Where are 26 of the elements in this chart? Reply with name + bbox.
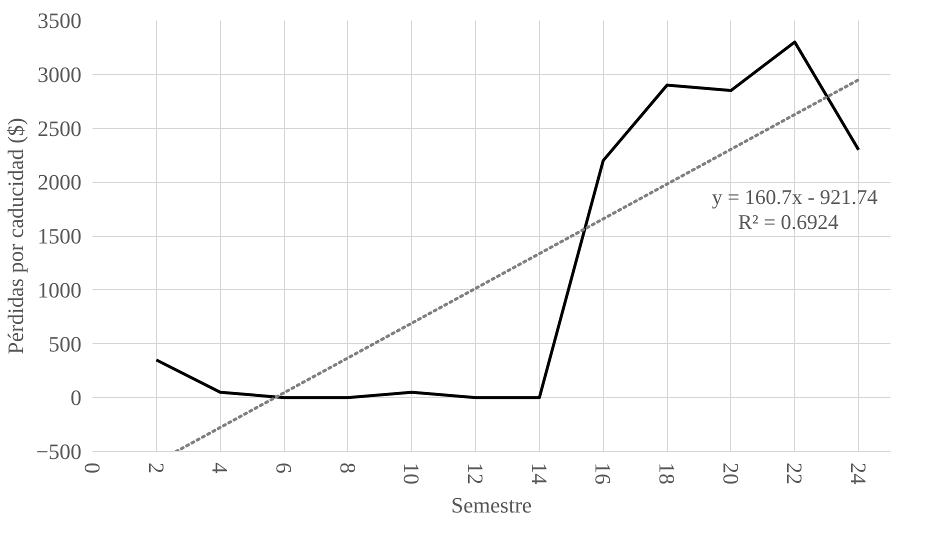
y-tick-label: 3000: [38, 62, 82, 87]
x-tick-label: 14: [526, 462, 552, 484]
y-tick-label: 3500: [38, 8, 82, 33]
y-tick-label: 0: [70, 385, 82, 410]
annotation: R² = 0.6924: [738, 210, 840, 234]
x-tick-label: 18: [654, 462, 680, 484]
x-tick-label: 6: [272, 462, 297, 474]
x-tick-label: 16: [590, 462, 616, 484]
y-tick-label: −500: [36, 439, 82, 464]
x-tick-label: 8: [335, 462, 360, 474]
y-tick-label: 2000: [38, 170, 82, 195]
x-tick-label: 2: [144, 462, 169, 474]
y-tick-label: 2500: [38, 116, 82, 141]
x-tick-label: 22: [782, 462, 808, 484]
x-tick-label: 4: [208, 462, 233, 474]
x-tick-label: 12: [463, 462, 488, 484]
annotation: y = 160.7x - 921.74: [712, 185, 878, 210]
x-tick-label: 0: [80, 462, 105, 474]
y-axis-title: Pérdidas por caducidad ($): [3, 118, 28, 354]
y-tick-label: 1500: [38, 224, 82, 248]
y-tick-label: 1000: [38, 277, 82, 302]
x-tick-label: 24: [846, 462, 872, 484]
y-tick-label: 500: [48, 331, 82, 356]
x-tick-label: 10: [399, 462, 424, 484]
x-tick-label: 20: [718, 462, 744, 484]
x-axis-title: Semestre: [451, 492, 532, 518]
